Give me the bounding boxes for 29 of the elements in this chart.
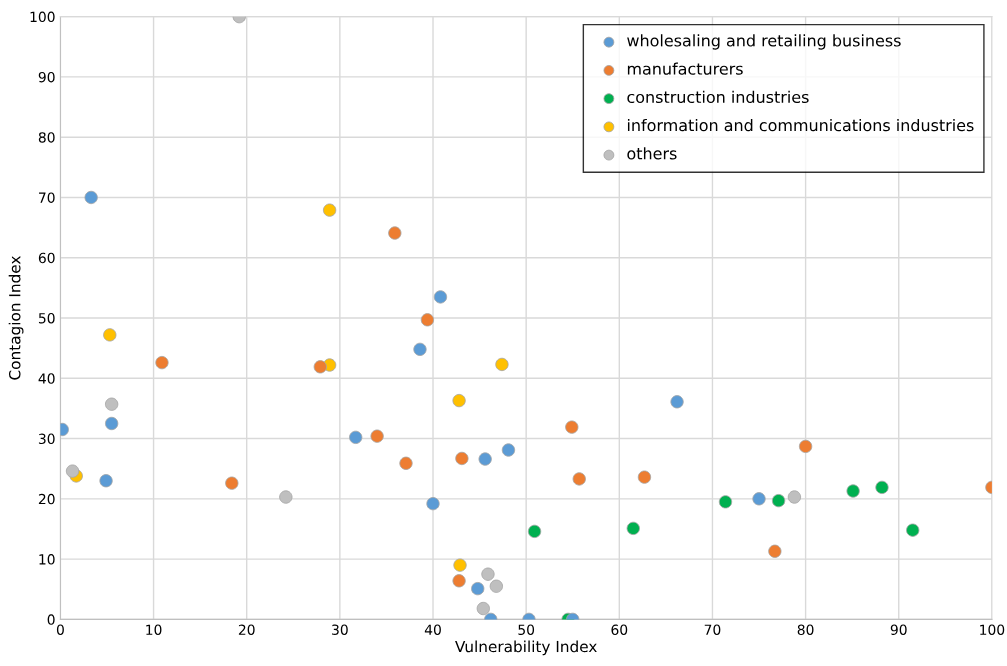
y-tick-label: 100 <box>30 11 55 23</box>
y-tick-label: 60 <box>38 252 55 264</box>
y-tick-label: 90 <box>38 71 55 83</box>
x-tick-label: 0 <box>56 624 64 635</box>
y-tick-label: 10 <box>39 554 55 565</box>
y-tick-label: 0 <box>47 614 55 625</box>
legend-label: others <box>627 147 677 160</box>
x-axis-title: Vulnerability Index <box>455 640 597 656</box>
x-tick-label: 50 <box>518 624 535 635</box>
y-tick-label: 50 <box>38 312 55 324</box>
legend-label: manufacturers <box>627 62 743 75</box>
x-tick-label: 100 <box>980 624 1005 635</box>
y-axis-title: Contagion Index <box>8 256 24 380</box>
y-tick-label: 80 <box>38 132 55 143</box>
x-tick-label: 70 <box>704 624 721 635</box>
y-tick-label: 20 <box>38 493 55 505</box>
y-tick-label: 40 <box>38 373 55 384</box>
legend-label: wholesaling and retailing business <box>627 34 901 50</box>
y-tick-label: 30 <box>38 433 55 445</box>
x-tick-label: 60 <box>611 624 628 635</box>
x-tick-label: 20 <box>238 624 255 635</box>
x-tick-label: 30 <box>332 624 348 635</box>
x-tick-label: 80 <box>797 624 814 635</box>
legend-label: information and communications industries <box>627 118 974 132</box>
legend-label: construction industries <box>627 90 809 104</box>
x-tick-label: 90 <box>890 624 907 635</box>
x-tick-label: 40 <box>424 624 441 635</box>
x-tick-label: 10 <box>146 624 162 635</box>
y-tick-label: 70 <box>39 192 55 203</box>
